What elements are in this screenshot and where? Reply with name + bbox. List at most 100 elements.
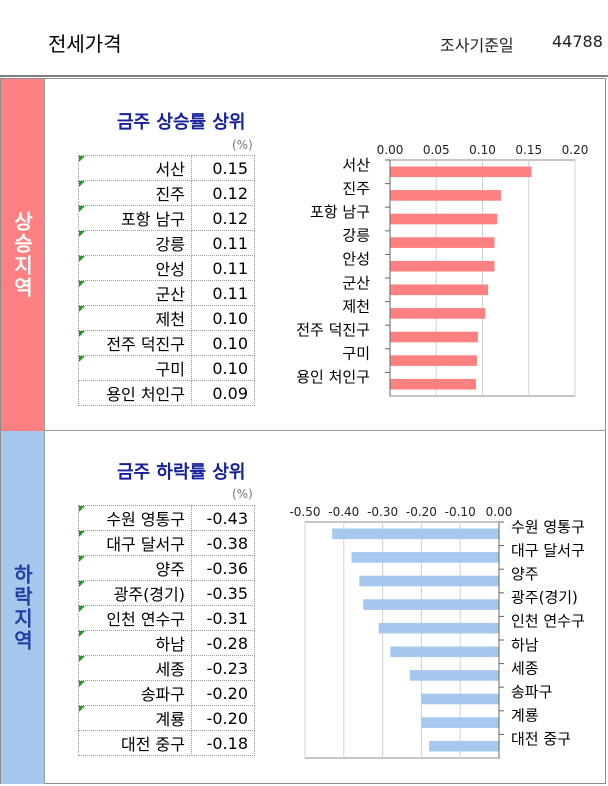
change-value: -0.43 [191,505,255,531]
category-label: 군산 [342,274,370,292]
region-name: 용인 처인구 [78,380,192,406]
x-tick-label: -0.50 [289,505,320,519]
rise-section-label-text: 상승지역 [10,211,34,299]
rise-title: 금주 상승률 상위 [117,112,246,133]
x-tick-label: 0.00 [377,143,404,157]
category-label: 대전 중구 [511,730,571,748]
table-row: 진주 0.12 [78,180,255,206]
bar [390,331,478,343]
category-label: 서산 [342,156,370,174]
table-row: 서산 0.15 [78,155,255,181]
change-value: -0.28 [191,630,255,656]
rise-table: 서산 0.15 진주 0.12 포항 남구 0.12 강릉 0.11 안성 0.11 군산 0.11 제… [78,155,255,406]
x-tick-label: 0.10 [469,143,496,157]
table-row: 계룡 -0.20 [78,705,255,731]
header-divider [0,75,608,77]
region-name: 송파구 [78,680,192,706]
survey-date-label: 조사기준일 [440,36,514,55]
region-name: 양주 [78,555,192,581]
region-name: 대전 중구 [78,730,192,756]
table-row: 제천 0.10 [78,305,255,331]
table-row: 포항 남구 0.12 [78,205,255,231]
category-label: 전주 덕진구 [296,321,370,339]
change-value: 0.12 [191,205,255,231]
region-name: 대구 달서구 [78,530,192,556]
table-row: 대전 중구 -0.18 [78,730,255,756]
fall-title: 금주 하락률 상위 [117,462,246,483]
table-row: 강릉 0.11 [78,230,255,256]
x-tick-label: 0.20 [562,143,589,157]
bar [421,693,499,705]
category-label: 계룡 [511,707,539,725]
bar [421,717,499,728]
region-name: 수원 영통구 [78,505,192,531]
x-tick-label: 0.00 [486,505,513,519]
category-label: 제천 [342,297,370,315]
category-label: 강릉 [342,227,370,245]
content-frame [0,78,606,784]
x-tick-label: 0.15 [515,143,542,157]
change-value: -0.20 [191,705,255,731]
table-row: 수원 영통구 -0.43 [78,505,255,531]
region-name: 세종 [78,655,192,681]
x-tick-label: -0.40 [328,505,359,519]
fall-section-label: 하락지역 [1,431,44,784]
table-row: 용인 처인구 0.09 [78,380,255,406]
region-name: 계룡 [78,705,192,731]
category-label: 인천 연수구 [511,612,585,630]
table-row: 세종 -0.23 [78,655,255,681]
table-row: 대구 달서구 -0.38 [78,530,255,556]
fall-table: 수원 영통구 -0.43 대구 달서구 -0.38 양주 -0.36 광주(경기) -0.35… [78,505,255,756]
change-value: 0.10 [191,355,255,381]
category-label: 포항 남구 [310,203,370,221]
bar [390,308,486,319]
region-name: 광주(경기) [78,580,192,606]
page-title: 전세가격 [48,32,122,56]
region-name: 진주 [78,180,192,206]
change-value: -0.23 [191,655,255,681]
table-row: 하남 -0.28 [78,630,255,656]
change-value: 0.15 [191,155,255,181]
category-label: 용인 처인구 [296,368,370,386]
table-row: 양주 -0.36 [78,555,255,581]
fall-unit: (%) [232,487,253,501]
bar [359,575,499,587]
change-value: -0.31 [191,605,255,631]
bar [378,622,499,634]
region-name: 서산 [78,155,192,181]
region-name: 안성 [78,255,192,281]
rise-unit: (%) [232,138,253,152]
section-label-divider [44,79,45,784]
change-value: 0.10 [191,330,255,356]
region-name: 구미 [78,355,192,381]
category-label: 하남 [511,636,539,654]
category-label: 안성 [342,250,370,268]
change-value: 0.12 [191,180,255,206]
change-value: -0.18 [191,730,255,756]
change-value: 0.09 [191,380,255,406]
table-row: 송파구 -0.20 [78,680,255,706]
table-row: 인천 연수구 -0.31 [78,605,255,631]
category-label: 진주 [342,179,370,197]
rise-section-label: 상승지역 [1,79,44,431]
bar [409,670,499,681]
table-row: 전주 덕진구 0.10 [78,330,255,356]
section-divider [44,430,606,431]
bar [332,528,499,540]
bar [390,646,499,658]
change-value: -0.38 [191,530,255,556]
change-value: -0.36 [191,555,255,581]
bar [390,378,477,390]
table-row: 광주(경기) -0.35 [78,580,255,606]
x-tick-label: 0.05 [423,143,450,157]
category-label: 광주(경기) [511,589,578,607]
category-label: 송파구 [511,683,552,701]
bar [351,552,499,563]
region-name: 군산 [78,280,192,306]
bar [429,740,499,752]
region-name: 전주 덕진구 [78,330,192,356]
change-value: 0.10 [191,305,255,331]
region-name: 제천 [78,305,192,331]
